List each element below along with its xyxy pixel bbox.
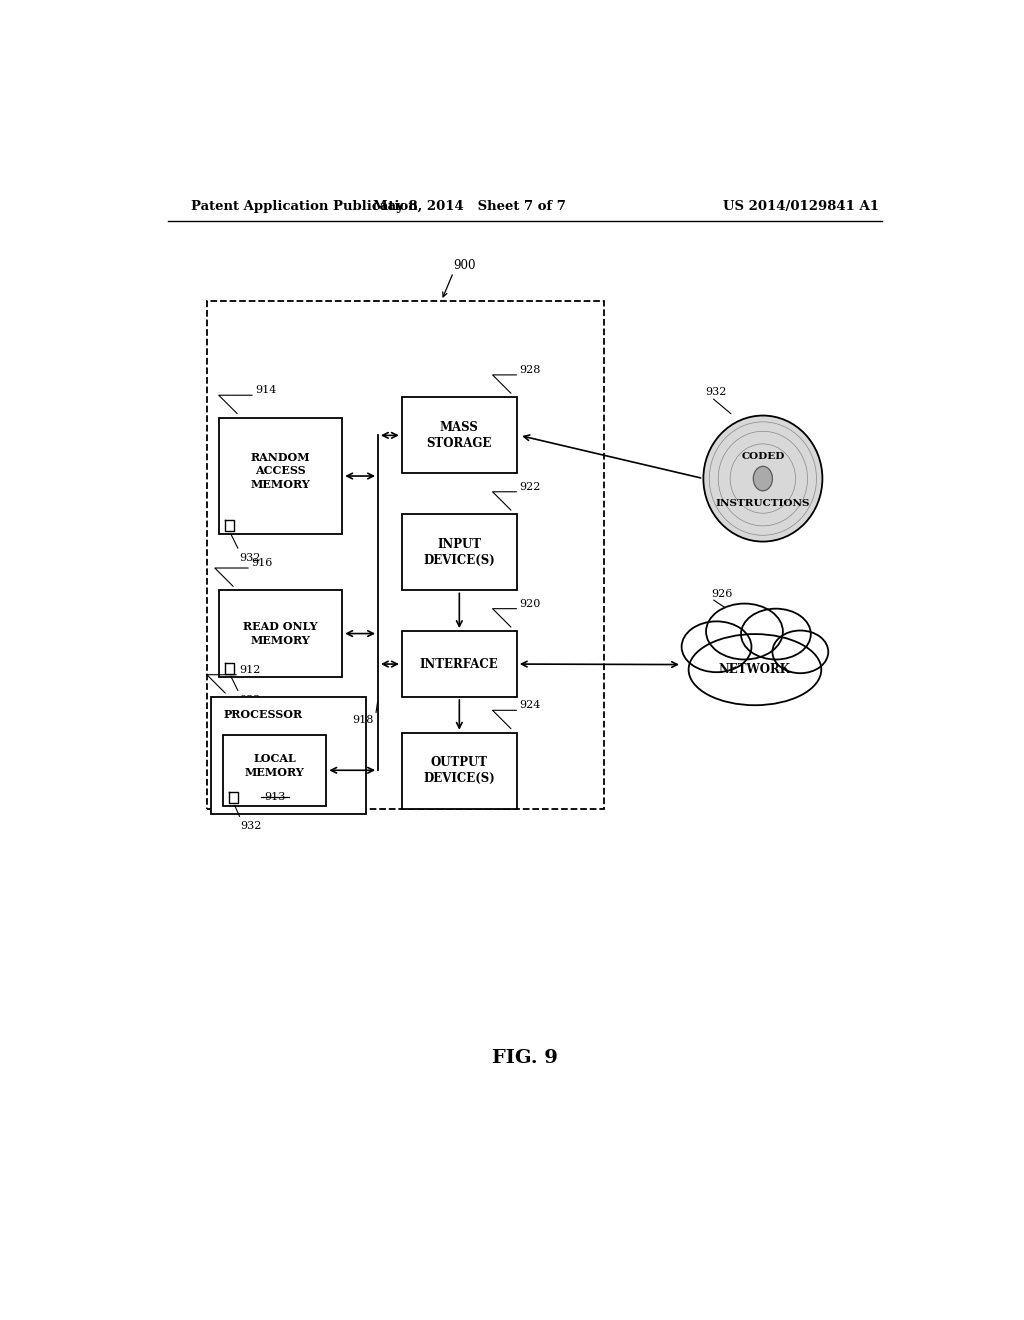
Ellipse shape: [741, 609, 811, 660]
Text: 928: 928: [519, 364, 541, 375]
Text: 932: 932: [240, 696, 260, 705]
Bar: [207, 301, 604, 809]
Text: 924: 924: [519, 701, 541, 710]
Bar: [401, 733, 517, 809]
Text: 918: 918: [352, 715, 374, 726]
Text: RANDOM
ACCESS
MEMORY: RANDOM ACCESS MEMORY: [251, 451, 310, 490]
Ellipse shape: [772, 631, 828, 673]
Text: 932: 932: [241, 821, 262, 832]
Circle shape: [754, 466, 772, 491]
Ellipse shape: [688, 634, 821, 705]
Text: 932: 932: [240, 553, 260, 562]
Text: INSTRUCTIONS: INSTRUCTIONS: [716, 499, 810, 508]
Bar: [401, 515, 517, 590]
Text: PROCESSOR: PROCESSOR: [223, 709, 302, 721]
Text: 926: 926: [712, 589, 732, 598]
Text: 914: 914: [255, 385, 276, 395]
Ellipse shape: [682, 622, 752, 672]
Bar: [219, 417, 342, 535]
Bar: [401, 631, 517, 697]
Text: INPUT
DEVICE(S): INPUT DEVICE(S): [424, 537, 496, 566]
Bar: [219, 590, 342, 677]
Text: 912: 912: [240, 665, 260, 675]
Text: 922: 922: [519, 482, 541, 492]
Text: CODED: CODED: [741, 451, 784, 461]
Text: LOCAL
MEMORY: LOCAL MEMORY: [245, 752, 305, 777]
Ellipse shape: [707, 603, 783, 660]
Text: 900: 900: [454, 259, 476, 272]
Bar: [401, 397, 517, 474]
Text: May 8, 2014   Sheet 7 of 7: May 8, 2014 Sheet 7 of 7: [373, 199, 565, 213]
Text: 913: 913: [264, 792, 286, 801]
Text: Patent Application Publication: Patent Application Publication: [191, 199, 418, 213]
Text: NETWORK: NETWORK: [719, 663, 791, 676]
Bar: [223, 735, 327, 805]
Text: READ ONLY
MEMORY: READ ONLY MEMORY: [244, 622, 318, 645]
Text: 916: 916: [251, 558, 272, 568]
Text: INTERFACE: INTERFACE: [420, 657, 499, 671]
Text: 920: 920: [519, 599, 541, 609]
Text: 932: 932: [705, 387, 726, 397]
Text: FIG. 9: FIG. 9: [492, 1049, 558, 1067]
Ellipse shape: [703, 416, 822, 541]
Text: MASS
STORAGE: MASS STORAGE: [427, 421, 492, 450]
Text: OUTPUT
DEVICE(S): OUTPUT DEVICE(S): [424, 756, 496, 785]
Bar: [211, 697, 367, 814]
Text: US 2014/0129841 A1: US 2014/0129841 A1: [723, 199, 880, 213]
